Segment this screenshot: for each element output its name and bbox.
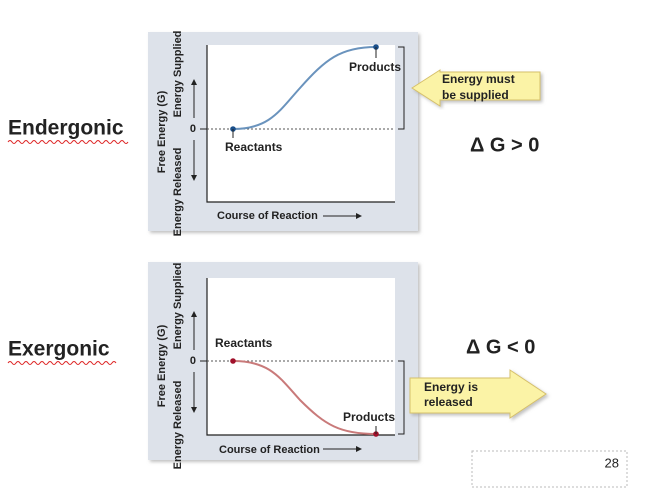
delta-g: Δ G > 0: [470, 134, 539, 156]
callout-text: Energy must: [442, 72, 515, 86]
y-axis-label: Free Energy (G): [156, 90, 168, 173]
energy-curve: [232, 360, 377, 435]
callout-text: released: [424, 395, 473, 409]
axes: [206, 45, 395, 203]
energy-curve: [232, 46, 377, 130]
y-axis-lower: Energy Released: [172, 148, 184, 237]
start-label: Reactants: [225, 140, 283, 154]
bracket: [398, 46, 405, 130]
callout-arrow: [409, 369, 547, 419]
start-point: [230, 358, 236, 364]
end-label: Products: [343, 410, 395, 424]
y-axis-label: Free Energy (G): [156, 324, 168, 407]
bracket: [398, 360, 405, 435]
callout-arrow: [411, 69, 541, 107]
plot-area: [207, 278, 395, 435]
end-label: Products: [349, 60, 401, 74]
endergonic-panel: Endergonic 0 Free Energy (G) Energy Supp…: [7, 31, 541, 237]
slide-number-box: [471, 450, 628, 488]
axes: [206, 278, 395, 436]
y-axis-upper: Energy Supplied: [172, 31, 184, 118]
spell-underline: [7, 140, 129, 144]
delta-g: Δ G < 0: [466, 336, 535, 358]
zero-label: 0: [190, 123, 196, 135]
callout-text: Energy is: [424, 380, 478, 394]
panel-label: Endergonic: [8, 117, 124, 140]
exergonic-panel: Exergonic 0 Free Energy (G) Energy Suppl…: [7, 262, 547, 470]
callout-text: be supplied: [442, 88, 509, 102]
panel-label: Exergonic: [8, 338, 110, 361]
slide-number: 28: [605, 455, 619, 470]
start-label: Reactants: [215, 336, 273, 350]
plot-area: [207, 45, 395, 202]
y-axis-upper: Energy Supplied: [172, 263, 184, 350]
zero-label: 0: [190, 355, 196, 367]
x-axis-label: Course of Reaction: [219, 444, 320, 456]
x-axis-label: Course of Reaction: [217, 210, 318, 222]
spell-underline: [7, 361, 117, 365]
y-axis-lower: Energy Released: [172, 381, 184, 470]
